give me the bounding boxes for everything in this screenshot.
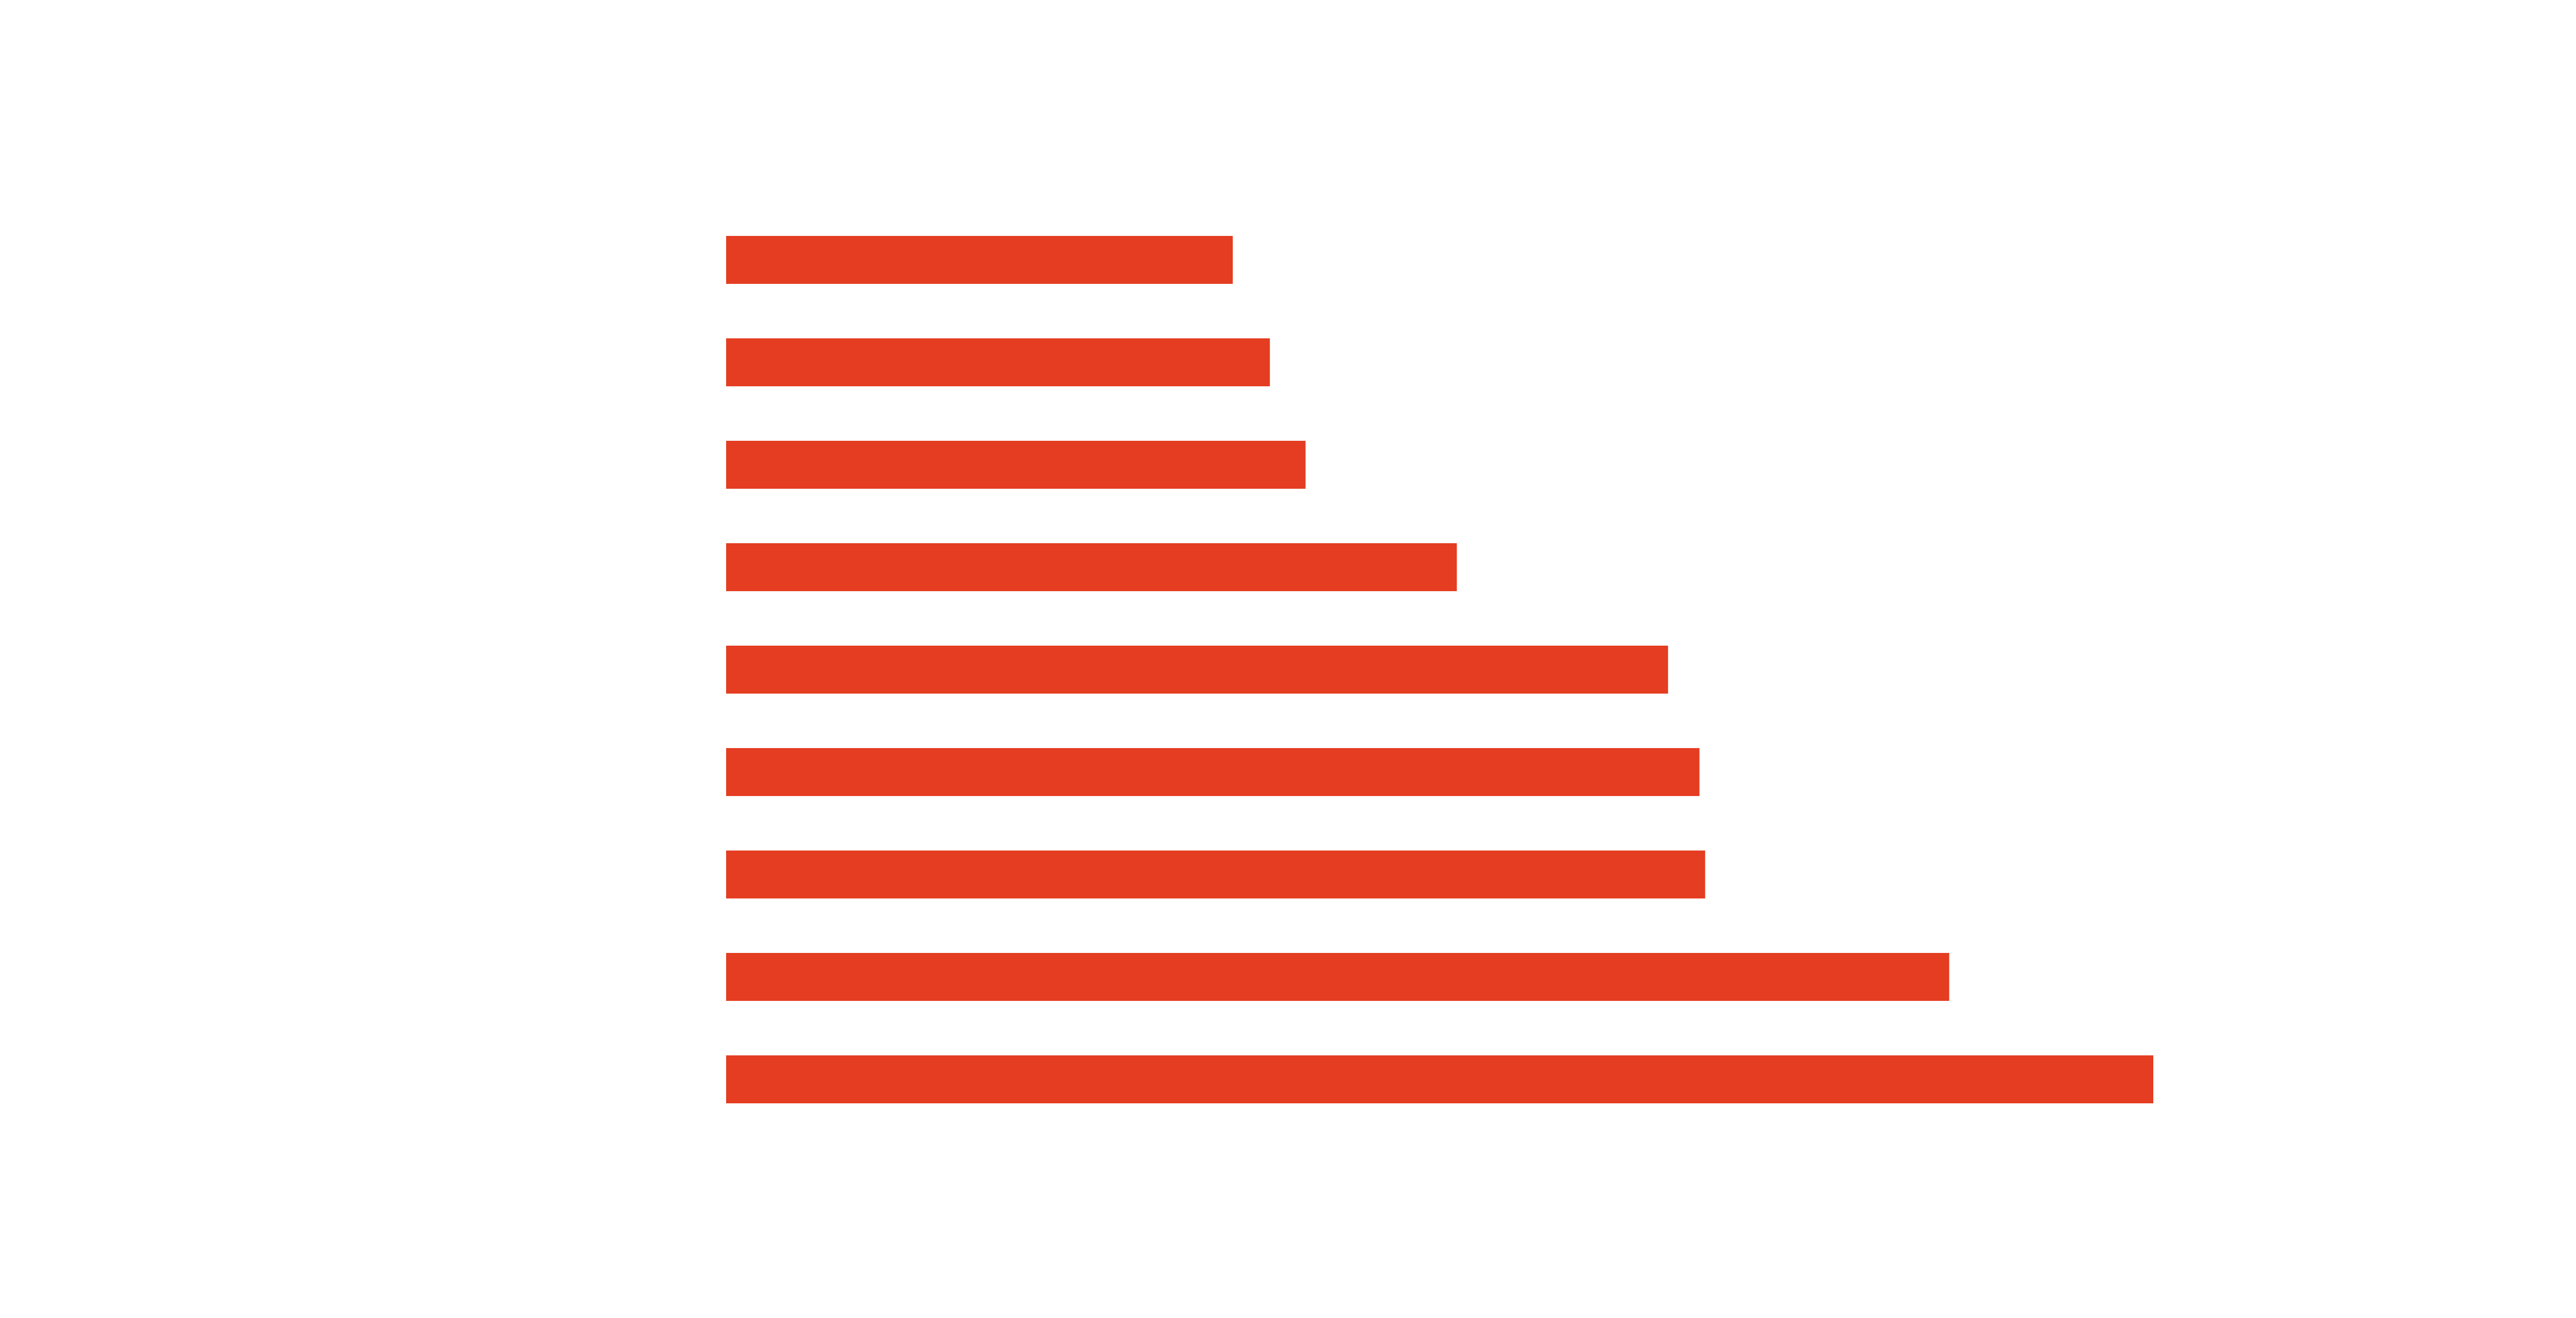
bar-7 [726, 851, 1706, 898]
bar-5 [726, 646, 1668, 694]
bar-4 [726, 543, 1457, 591]
bar-8 [726, 953, 1950, 1001]
bar-2 [726, 338, 1270, 386]
bar-9 [726, 1055, 2153, 1103]
bar-3 [726, 441, 1306, 489]
bar-1 [726, 236, 1233, 284]
bar-6 [726, 748, 1700, 796]
bars-group [726, 236, 2153, 1103]
